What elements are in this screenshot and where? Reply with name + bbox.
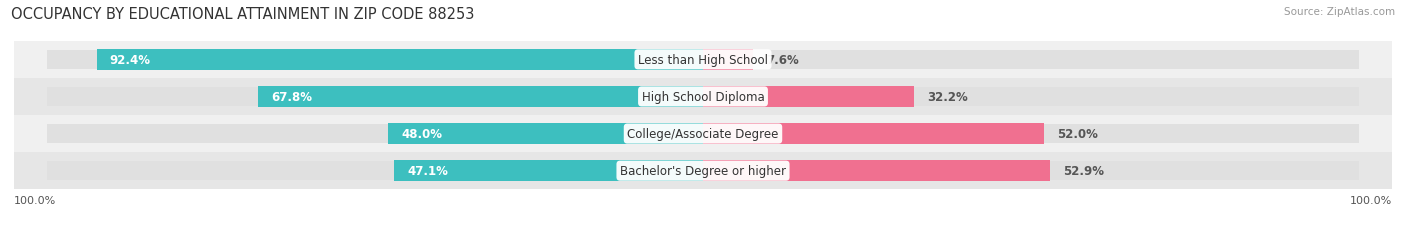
Text: 52.0%: 52.0% [1057,128,1098,140]
Bar [703,161,1360,181]
Bar [703,123,1045,145]
Bar [394,160,703,182]
Bar [14,152,1392,189]
Text: 100.0%: 100.0% [14,195,56,205]
Text: 48.0%: 48.0% [401,128,441,140]
Bar [259,86,703,108]
Bar [388,123,703,145]
Bar [703,86,914,108]
Text: 92.4%: 92.4% [110,54,150,67]
Text: Source: ZipAtlas.com: Source: ZipAtlas.com [1284,7,1395,17]
Text: 47.1%: 47.1% [408,164,449,177]
Bar [46,50,703,70]
Bar [14,79,1392,116]
Bar [46,87,703,107]
Text: 100.0%: 100.0% [1350,195,1392,205]
Text: 67.8%: 67.8% [271,91,312,103]
Bar [703,49,752,71]
Text: Bachelor's Degree or higher: Bachelor's Degree or higher [620,164,786,177]
Text: OCCUPANCY BY EDUCATIONAL ATTAINMENT IN ZIP CODE 88253: OCCUPANCY BY EDUCATIONAL ATTAINMENT IN Z… [11,7,475,22]
Text: 32.2%: 32.2% [928,91,969,103]
Bar [14,116,1392,152]
Text: High School Diploma: High School Diploma [641,91,765,103]
Bar [703,124,1360,144]
Bar [703,87,1360,107]
Text: College/Associate Degree: College/Associate Degree [627,128,779,140]
Text: Less than High School: Less than High School [638,54,768,67]
Bar [46,161,703,181]
Bar [97,49,703,71]
Bar [703,160,1050,182]
Text: 52.9%: 52.9% [1063,164,1104,177]
Bar [703,50,1360,70]
Bar [46,124,703,144]
Bar [14,42,1392,79]
Text: 7.6%: 7.6% [766,54,799,67]
